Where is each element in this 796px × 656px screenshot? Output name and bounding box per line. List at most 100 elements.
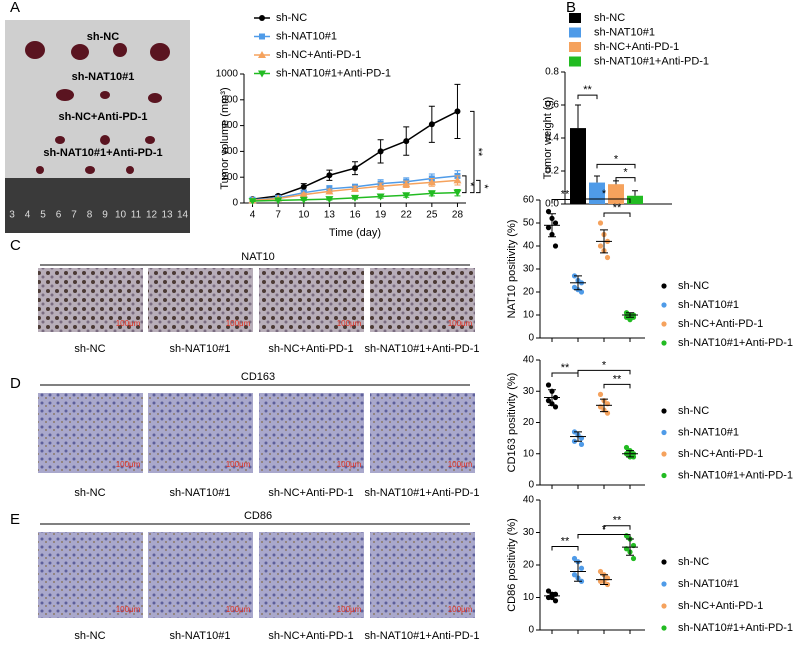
scale-bar-label: 100μm xyxy=(337,460,362,469)
marker xyxy=(259,15,265,21)
sig-label: * xyxy=(464,182,476,187)
sig-label: ** xyxy=(561,188,570,200)
x-tick-label: 10 xyxy=(298,210,310,221)
y-tick-label: 0.8 xyxy=(545,67,559,78)
dot xyxy=(552,220,559,226)
marker xyxy=(403,138,410,145)
y-tick-label: 0 xyxy=(232,198,238,209)
ruler-number: 3 xyxy=(9,210,15,221)
panel-letter: C xyxy=(10,237,21,254)
y-tick-label: 400 xyxy=(221,146,238,157)
dot xyxy=(571,555,578,562)
micrograph xyxy=(148,532,253,618)
dot xyxy=(545,382,552,388)
y-tick-label: 30 xyxy=(523,527,535,538)
error-bar xyxy=(548,213,556,238)
marker xyxy=(325,187,334,195)
legend-dot xyxy=(661,559,667,565)
dot xyxy=(545,398,552,404)
image-label: sh-NC+Anti-PD-1 xyxy=(268,343,353,355)
ruler-number: 13 xyxy=(161,210,173,221)
image-title: NAT10 xyxy=(241,251,274,263)
marker xyxy=(427,178,436,186)
legend-dot xyxy=(661,581,667,587)
sig-label: ** xyxy=(472,148,484,157)
y-axis-title: NAT10 positivity (%) xyxy=(506,220,518,319)
sig-bracket xyxy=(551,546,579,551)
y-tick-label: 10 xyxy=(523,310,535,321)
legend-label: sh-NC xyxy=(678,280,709,292)
legend-label: sh-NAT10#1 xyxy=(594,26,655,38)
y-tick-label: 0 xyxy=(528,333,534,344)
scale-bar-label: 100μm xyxy=(226,460,251,469)
sig-bracket xyxy=(551,372,579,377)
legend-label: sh-NAT10#1 xyxy=(678,578,739,590)
legend-swatch xyxy=(569,13,581,23)
marker xyxy=(351,194,359,202)
x-tick-label: 7 xyxy=(275,210,281,221)
y-axis-title: Tumor weight (g) xyxy=(542,97,554,180)
legend-label: sh-NAT10#1 xyxy=(276,30,337,42)
sig-label: * xyxy=(602,359,607,371)
y-tick-label: 10 xyxy=(523,592,535,603)
ruler-number: 14 xyxy=(177,210,189,221)
ruler-number: 7 xyxy=(71,210,77,221)
ruler-number: 8 xyxy=(87,210,93,221)
image-label: sh-NC+Anti-PD-1 xyxy=(268,630,353,642)
micrograph xyxy=(370,268,475,332)
sig-bracket xyxy=(462,175,467,194)
marker xyxy=(259,33,265,40)
y-tick-label: 30 xyxy=(523,264,535,275)
legend-label: sh-NAT10#1 xyxy=(678,299,739,311)
error-bar xyxy=(574,275,582,291)
photo-label: sh-NAT10#1 xyxy=(72,71,135,83)
marker xyxy=(352,165,358,172)
panel-letter: E xyxy=(10,511,20,528)
micrograph xyxy=(370,393,475,473)
x-tick-label: 28 xyxy=(452,210,464,221)
legend-label: sh-NAT10#1+Anti-PD-1 xyxy=(678,469,793,481)
sig-label: * xyxy=(602,188,607,200)
panel-letter: A xyxy=(10,0,20,16)
y-tick-label: 30 xyxy=(523,386,535,397)
legend-label: sh-NAT10#1+Anti-PD-1 xyxy=(594,55,709,67)
dot xyxy=(552,243,559,249)
marker xyxy=(299,196,308,204)
micrograph xyxy=(38,268,143,332)
micrograph xyxy=(259,532,364,618)
dot xyxy=(578,441,585,447)
error-bar xyxy=(594,175,600,183)
marker xyxy=(376,182,385,190)
error-bar xyxy=(574,431,582,442)
panel-letter: D xyxy=(10,375,21,392)
bar xyxy=(570,128,586,204)
legend-label: sh-NAT10#1+Anti-PD-1 xyxy=(276,67,391,79)
image-label: sh-NC xyxy=(74,487,105,499)
photo-label: sh-NC xyxy=(87,31,119,43)
error-bar xyxy=(600,398,608,413)
image-title: CD86 xyxy=(244,510,272,522)
x-axis-title: Time (day) xyxy=(329,227,381,239)
sig-label: * xyxy=(478,184,490,189)
legend-label: sh-NAT10#1+Anti-PD-1 xyxy=(678,622,793,634)
legend-dot xyxy=(661,283,667,289)
sig-bracket xyxy=(596,163,636,169)
sig-bracket xyxy=(603,525,631,530)
image-label: sh-NC xyxy=(74,343,105,355)
ruler-number: 11 xyxy=(131,210,142,221)
error-bar xyxy=(575,104,581,129)
marker xyxy=(351,184,359,192)
scale-bar-label: 100μm xyxy=(448,605,473,614)
y-tick-label: 60 xyxy=(523,195,535,206)
error-bar xyxy=(600,229,608,254)
marker xyxy=(248,198,257,206)
sig-bracket xyxy=(470,110,475,194)
legend-label: sh-NC xyxy=(594,12,625,24)
error-bar xyxy=(626,312,634,318)
sig-bracket xyxy=(577,534,631,539)
dot xyxy=(630,555,637,562)
ruler-number: 10 xyxy=(115,210,127,221)
dot xyxy=(578,565,585,571)
marker xyxy=(258,51,266,58)
sig-label: ** xyxy=(561,362,570,374)
